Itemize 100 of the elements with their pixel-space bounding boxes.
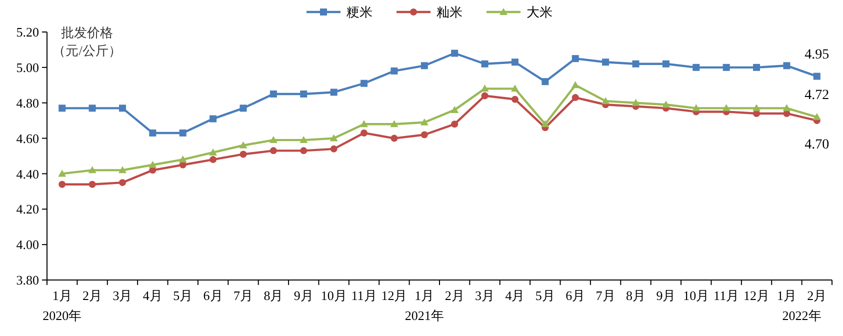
point xyxy=(360,120,368,128)
point xyxy=(481,92,488,100)
point xyxy=(88,104,96,112)
point xyxy=(360,129,368,136)
point xyxy=(451,120,458,128)
point xyxy=(420,131,428,138)
text: 2022年 xyxy=(782,308,822,323)
point xyxy=(390,120,398,128)
point xyxy=(783,62,790,70)
data-label: 4.70 xyxy=(804,138,830,153)
y-tick-label: 4.20 xyxy=(16,202,39,217)
point xyxy=(450,106,459,113)
point xyxy=(239,141,248,148)
x-tick-label: 5月 xyxy=(535,288,555,303)
point xyxy=(360,80,368,87)
x-tick-label: 11月 xyxy=(714,288,740,303)
point xyxy=(270,147,277,154)
data-label: 4.72 xyxy=(804,88,830,104)
point xyxy=(149,129,156,136)
point xyxy=(179,129,186,136)
point xyxy=(118,179,126,186)
point xyxy=(481,60,488,68)
x-tick-label: 9月 xyxy=(656,288,676,303)
y-tick-label: 4.80 xyxy=(16,95,39,110)
point xyxy=(722,104,730,112)
point xyxy=(240,104,247,112)
point xyxy=(753,64,760,71)
y-tick-label: 3.80 xyxy=(16,272,39,288)
point xyxy=(420,62,428,70)
x-tick-label: 12月 xyxy=(744,288,770,303)
point xyxy=(300,147,308,154)
point xyxy=(58,104,66,112)
point xyxy=(420,118,428,126)
x-tick-label: 2月 xyxy=(807,288,827,303)
point xyxy=(812,113,821,120)
point xyxy=(572,94,579,102)
x-tick-label: 1月 xyxy=(52,288,72,303)
x-tick-label: 12月 xyxy=(381,288,408,303)
point xyxy=(662,60,670,68)
point xyxy=(209,148,218,156)
point xyxy=(210,156,217,164)
point xyxy=(270,90,277,98)
point xyxy=(88,180,96,188)
point xyxy=(752,104,761,112)
y-axis-title: 批发价格（元/公斤） xyxy=(52,25,122,58)
point xyxy=(390,134,398,142)
x-tick-label: 8月 xyxy=(264,288,284,303)
point xyxy=(330,88,338,96)
point xyxy=(602,97,610,104)
point xyxy=(300,136,308,144)
x-tick-label: 1月 xyxy=(414,288,434,303)
y-tick-label: 4.40 xyxy=(16,166,39,182)
x-tick-label: 5月 xyxy=(173,288,193,303)
text: 2020年 xyxy=(42,308,82,323)
y-tick-label: 5.20 xyxy=(16,24,39,40)
point xyxy=(662,100,670,108)
x-tick-label: 10月 xyxy=(320,288,347,303)
point xyxy=(571,81,580,88)
point xyxy=(118,166,126,174)
x-tick-label: 1月 xyxy=(776,288,796,303)
text: 2021年 xyxy=(404,308,444,323)
point xyxy=(240,150,247,158)
x-tick-label: 9月 xyxy=(294,288,314,303)
point xyxy=(330,134,338,142)
x-tick-label: 11月 xyxy=(351,288,377,303)
y-tick-label: 4.00 xyxy=(16,237,39,252)
legend-label: 大米 xyxy=(526,4,552,20)
point xyxy=(511,58,518,66)
x-tick-label: 4月 xyxy=(142,288,162,303)
point xyxy=(541,120,550,128)
point xyxy=(88,166,96,174)
x-tick-label: 3月 xyxy=(475,288,495,303)
point xyxy=(722,64,730,71)
point xyxy=(511,96,518,103)
point xyxy=(632,60,640,68)
point xyxy=(542,78,549,86)
x-tick-label: 2月 xyxy=(82,288,102,303)
point xyxy=(148,160,157,168)
point xyxy=(118,104,126,112)
point xyxy=(692,64,700,71)
point xyxy=(572,55,579,62)
point xyxy=(692,104,700,112)
point xyxy=(602,58,610,66)
x-tick-label: 4月 xyxy=(505,288,525,303)
point xyxy=(210,115,217,122)
point xyxy=(269,136,278,144)
point xyxy=(178,156,187,163)
point xyxy=(451,50,458,57)
x-tick-label: 6月 xyxy=(203,288,223,303)
point xyxy=(58,170,66,177)
point xyxy=(330,145,338,152)
point xyxy=(632,98,640,106)
legend-label: 籼米 xyxy=(436,4,462,20)
data-label: 4.95 xyxy=(804,47,830,62)
x-tick-label: 8月 xyxy=(626,288,646,303)
x-tick-label: 2月 xyxy=(444,288,464,303)
x-tick-label: 10月 xyxy=(683,288,710,303)
y-tick-label: 4.60 xyxy=(16,130,39,146)
legend-label: 粳米 xyxy=(346,4,372,20)
point xyxy=(300,90,308,98)
